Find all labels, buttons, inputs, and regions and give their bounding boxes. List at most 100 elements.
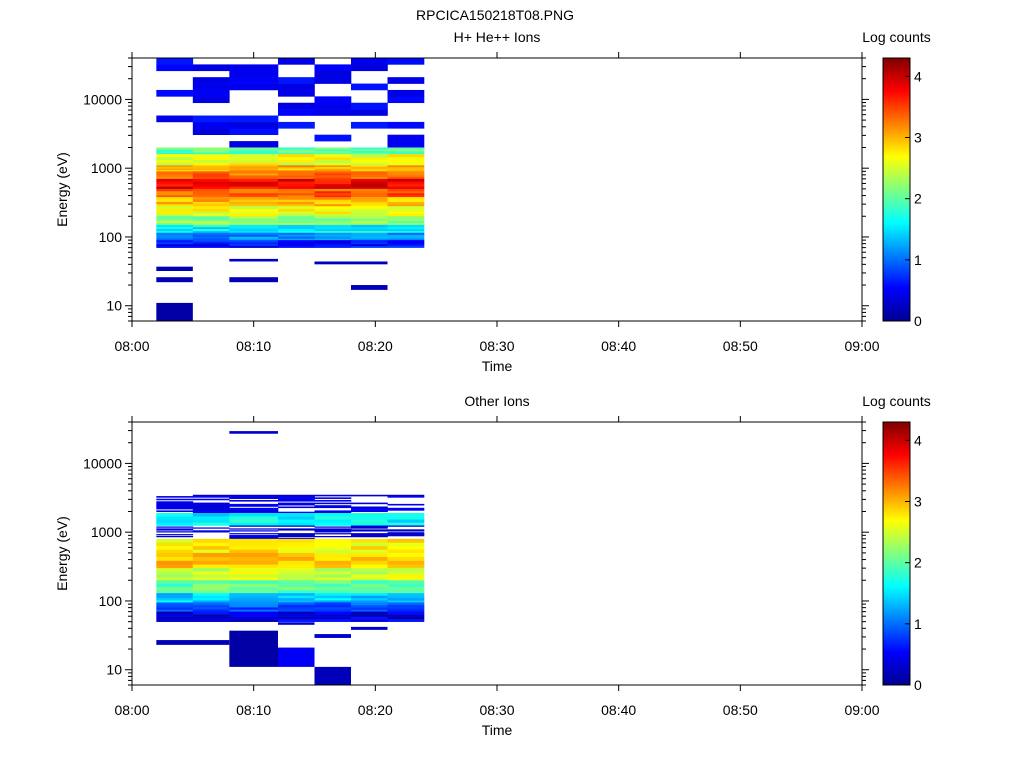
spectrogram-cell [229, 149, 279, 152]
spectrogram-cell [229, 178, 279, 182]
spectrogram-cell [351, 186, 388, 190]
spectrogram-cell [192, 226, 230, 230]
spectrogram-cell [229, 236, 279, 239]
spectrogram-cell [192, 176, 230, 180]
spectrogram-cell [156, 243, 194, 247]
spectrogram-cell [156, 150, 194, 153]
spectrogram-cell [156, 535, 194, 538]
spectrogram-cell [192, 519, 230, 523]
panel-title: Other Ions [464, 393, 529, 409]
spectrogram-cell [351, 181, 388, 185]
spectrogram-cell [156, 503, 194, 506]
spectrogram-cell [314, 165, 352, 168]
spectrogram-cell [314, 154, 352, 158]
spectrogram-cell [314, 531, 352, 533]
spectrogram-cell [192, 154, 230, 158]
spectrogram-cell [314, 197, 352, 200]
spectrogram-cell [314, 604, 352, 608]
spectrogram-cell [351, 190, 388, 194]
spectrogram-cell [156, 159, 194, 163]
spectrogram-cell [387, 224, 425, 228]
spectrogram-cell [351, 218, 388, 221]
spectrogram-cell [156, 115, 194, 123]
spectrogram-patch [314, 666, 351, 685]
spectrogram-cell [156, 498, 194, 501]
spectrogram-cell [192, 241, 230, 245]
spectrogram-cell [192, 206, 230, 210]
spectrogram-cell [387, 150, 425, 153]
y-tick-label: 100 [99, 593, 123, 609]
spectrogram-cell [387, 141, 425, 148]
spectrogram-cell [192, 213, 230, 217]
spectrogram-cell [156, 199, 194, 202]
spectrogram-patch [229, 258, 278, 262]
spectrogram-cell [351, 616, 388, 620]
spectrogram-cell [192, 593, 230, 596]
spectrogram-cell [351, 83, 388, 91]
spectrogram-cell [229, 505, 279, 507]
spectrogram-cell [278, 497, 315, 499]
spectrogram-cell [278, 538, 315, 543]
spectrogram-cell [351, 593, 388, 596]
figure-title: RPCICA150218T08.PNG [416, 7, 574, 23]
spectrogram-cell [156, 552, 194, 558]
x-tick-label: 08:20 [358, 338, 393, 354]
spectrogram-cell [387, 516, 425, 520]
spectrogram-cell [192, 527, 230, 529]
spectrogram-cell [387, 206, 425, 210]
spectrogram-cell [229, 168, 279, 171]
spectrogram-cell [314, 607, 352, 610]
spectrogram-cell [351, 525, 388, 527]
spectrogram-cell [314, 150, 352, 153]
spectrogram-cell [229, 609, 279, 612]
y-axis-label: Energy (eV) [54, 152, 70, 227]
spectrogram-cell [387, 234, 425, 237]
spectrogram-cell [314, 188, 352, 192]
spectrogram-cell [278, 181, 315, 185]
spectrogram-cell [192, 199, 230, 202]
spectrogram-cell [351, 506, 388, 509]
spectrogram-cell [156, 240, 194, 243]
x-axis-label: Time [482, 722, 513, 738]
spectrogram-cell [314, 176, 352, 180]
spectrogram-cell [351, 162, 388, 166]
spectrogram-cell [156, 152, 194, 155]
spectrogram-cell [387, 513, 425, 517]
spectrogram-cell [229, 162, 279, 166]
spectrogram-cell [387, 607, 425, 610]
spectrogram-cell [192, 149, 230, 152]
spectrogram-cell [278, 183, 315, 187]
spectrogram-cell [314, 183, 352, 187]
spectrogram-cell [351, 589, 388, 594]
spectrogram-cell [156, 568, 194, 572]
spectrogram-cell [314, 560, 352, 565]
spectrogram-cell [351, 171, 388, 174]
spectrogram-cell [314, 577, 352, 581]
spectrogram-cell [229, 586, 279, 591]
spectrogram-cell [278, 525, 315, 527]
spectrogram-cell [156, 595, 194, 599]
spectrogram-cell [314, 70, 352, 78]
spectrogram-cell [229, 574, 279, 578]
spectrogram-cell [387, 556, 425, 561]
x-tick-label: 08:50 [723, 338, 758, 354]
spectrogram-cell [156, 577, 194, 581]
spectrogram-cell [156, 206, 194, 210]
x-tick-label: 09:00 [844, 702, 879, 718]
spectrogram-cell [192, 513, 230, 517]
spectrogram-cells [156, 431, 425, 685]
spectrogram-cell [156, 175, 194, 178]
spectrogram-cell [192, 571, 230, 575]
spectrogram-cell [229, 208, 279, 212]
spectrogram-cell [278, 511, 315, 514]
spectrogram-cell [387, 166, 425, 169]
spectrogram-cell [278, 614, 315, 617]
spectrogram-cell [314, 502, 352, 505]
spectrogram-cell [351, 580, 388, 584]
y-tick-label: 1000 [91, 160, 122, 176]
spectrogram-cell [229, 171, 279, 174]
spectrogram-cell [192, 150, 230, 153]
spectrogram-cell [192, 509, 230, 511]
spectrogram-cell [192, 619, 230, 622]
